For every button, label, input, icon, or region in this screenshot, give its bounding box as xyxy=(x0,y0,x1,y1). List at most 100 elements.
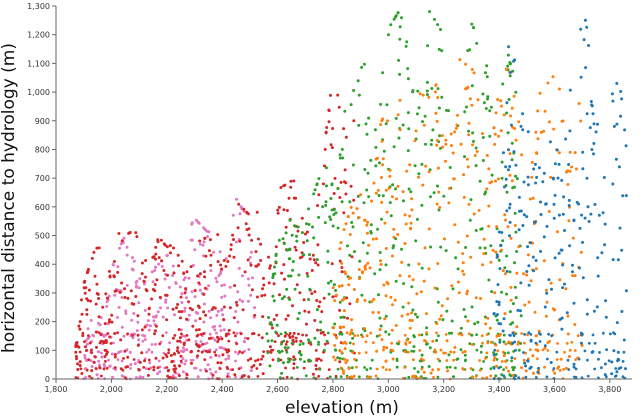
scatter-point xyxy=(505,292,509,296)
scatter-point xyxy=(203,275,207,279)
scatter-point xyxy=(437,47,441,51)
scatter-point xyxy=(476,320,480,324)
scatter-point xyxy=(104,292,108,296)
scatter-point xyxy=(412,345,416,349)
scatter-point xyxy=(90,348,93,352)
scatter-point xyxy=(619,366,623,369)
scatter-point xyxy=(612,349,616,353)
scatter-point xyxy=(308,257,312,261)
scatter-point xyxy=(597,213,601,217)
scatter-point xyxy=(243,270,247,274)
scatter-point xyxy=(268,264,272,268)
scatter-point xyxy=(198,242,202,246)
scatter-point xyxy=(214,353,218,357)
scatter-point xyxy=(519,314,523,318)
scatter-point xyxy=(616,359,619,363)
scatter-point xyxy=(287,357,290,361)
scatter-point xyxy=(492,351,495,354)
scatter-point xyxy=(288,218,292,222)
scatter-point xyxy=(237,202,241,206)
scatter-point xyxy=(545,357,549,361)
scatter-point xyxy=(400,247,403,251)
scatter-point xyxy=(344,222,348,226)
scatter-point xyxy=(409,190,413,194)
scatter-point xyxy=(523,341,526,345)
scatter-point xyxy=(513,261,516,265)
scatter-point xyxy=(352,119,356,123)
scatter-point xyxy=(308,253,311,257)
scatter-point xyxy=(585,25,589,29)
scatter-point xyxy=(624,367,627,371)
scatter-point xyxy=(153,269,157,272)
scatter-point xyxy=(330,183,334,187)
scatter-point xyxy=(209,253,213,257)
scatter-point xyxy=(137,359,141,362)
scatter-point xyxy=(234,310,238,313)
scatter-point xyxy=(445,359,449,362)
x-tick-label: 3,600 xyxy=(543,385,566,394)
scatter-point xyxy=(356,79,360,83)
scatter-point xyxy=(338,153,342,157)
scatter-point xyxy=(620,97,624,101)
scatter-point xyxy=(471,368,475,372)
scatter-point xyxy=(336,93,340,97)
scatter-point xyxy=(249,263,253,267)
scatter-point xyxy=(202,320,206,324)
scatter-point xyxy=(470,333,473,337)
scatter-point xyxy=(533,310,537,314)
scatter-point xyxy=(382,345,386,349)
scatter-point xyxy=(591,333,595,337)
scatter-point xyxy=(513,211,517,215)
scatter-point xyxy=(249,250,253,254)
scatter-point xyxy=(388,174,392,178)
scatter-point xyxy=(274,252,278,256)
scatter-point xyxy=(424,312,428,316)
scatter-point xyxy=(522,351,525,354)
scatter-point xyxy=(512,334,516,337)
scatter-point xyxy=(77,345,81,349)
scatter-point xyxy=(436,23,440,27)
scatter-point xyxy=(145,289,149,293)
scatter-point xyxy=(247,348,251,351)
scatter-point xyxy=(345,376,349,380)
scatter-point xyxy=(440,95,444,99)
scatter-point xyxy=(598,351,601,354)
scatter-point xyxy=(267,316,271,319)
scatter-point xyxy=(543,365,546,369)
scatter-point xyxy=(302,298,306,302)
scatter-point xyxy=(567,198,571,202)
scatter-point xyxy=(103,355,107,359)
scatter-point xyxy=(309,340,312,344)
scatter-point xyxy=(283,346,287,350)
scatter-point xyxy=(348,200,352,204)
scatter-point xyxy=(490,290,494,294)
scatter-point xyxy=(269,321,273,325)
scatter-point xyxy=(140,272,144,276)
scatter-point xyxy=(207,249,211,253)
scatter-point xyxy=(444,138,448,142)
scatter-point xyxy=(434,111,438,115)
scatter-point xyxy=(283,183,287,187)
scatter-point xyxy=(158,370,162,374)
scatter-point xyxy=(332,326,336,330)
scatter-point xyxy=(301,333,304,337)
scatter-point xyxy=(524,351,527,355)
scatter-point xyxy=(550,287,553,291)
scatter-point xyxy=(134,284,138,288)
scatter-point xyxy=(621,194,625,198)
scatter-point xyxy=(90,369,94,373)
scatter-point xyxy=(574,376,578,379)
scatter-point xyxy=(259,242,263,246)
scatter-point xyxy=(398,274,402,278)
scatter-point xyxy=(457,332,461,336)
scatter-point xyxy=(420,367,424,371)
scatter-point xyxy=(505,190,509,194)
scatter-point xyxy=(378,268,382,272)
scatter-point xyxy=(608,332,612,336)
scatter-point xyxy=(129,367,133,370)
scatter-point xyxy=(512,368,515,372)
scatter-point xyxy=(395,365,399,369)
scatter-point xyxy=(347,283,351,287)
scatter-point xyxy=(391,183,395,187)
scatter-point xyxy=(611,182,615,186)
